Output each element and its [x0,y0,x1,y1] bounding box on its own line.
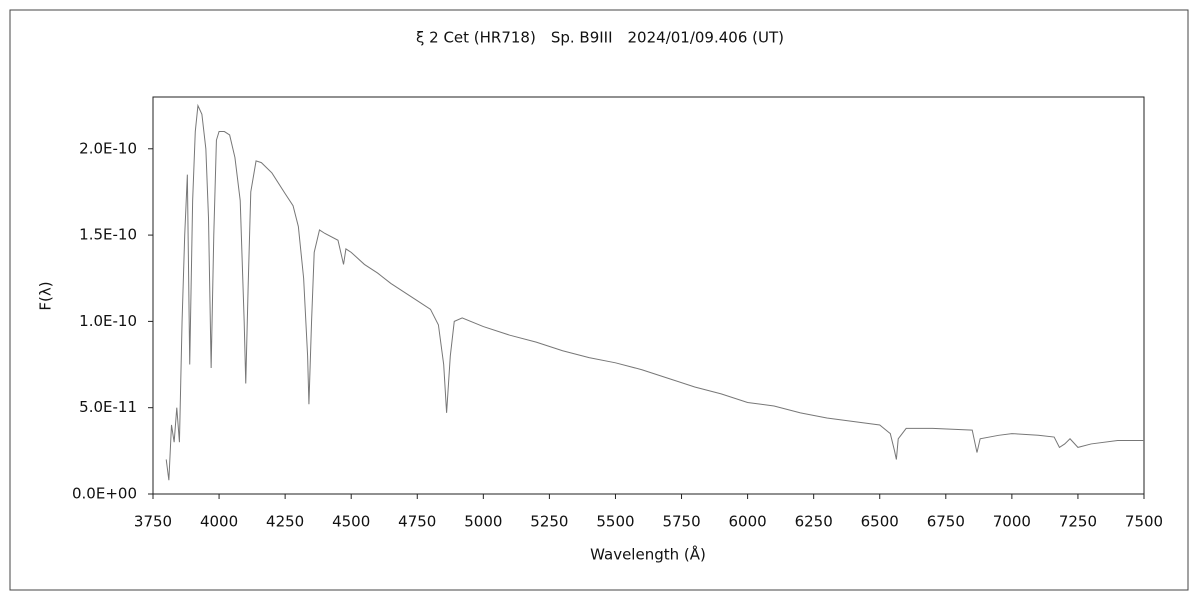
x-tick-label: 4750 [398,513,436,531]
x-tick-label: 7250 [1059,513,1097,531]
plot-frame [152,96,1145,495]
x-tick-label: 5250 [530,513,568,531]
y-tick-label: 1.0E-10 [79,312,137,330]
x-tick-label: 4250 [266,513,304,531]
x-tick-label: 6500 [861,513,899,531]
x-tick-label: 6750 [927,513,965,531]
x-tick-label: 4500 [332,513,370,531]
x-tick-label: 6250 [795,513,833,531]
x-tick-label: 5750 [662,513,700,531]
x-tick-label: 5500 [596,513,634,531]
chart-border [9,9,1189,591]
x-tick-label: 6000 [729,513,767,531]
spectrum-line [165,103,1144,481]
y-tick-label: 5.0E-11 [79,398,137,416]
x-tick-label: 7500 [1125,513,1163,531]
y-tick-label: 2.0E-10 [79,139,137,157]
y-tick-label: 0.0E+00 [72,485,137,503]
x-tick-label: 3750 [134,513,172,531]
x-tick-label: 7000 [993,513,1031,531]
y-tick-label: 1.5E-10 [79,226,137,244]
x-axis-label: Wavelength (Å) [590,545,706,564]
x-tick-label: 5000 [464,513,502,531]
x-tick-label: 4000 [200,513,238,531]
chart-title: ξ 2 Cet (HR718) Sp. B9III 2024/01/09.406… [416,29,784,47]
y-axis-label: F(λ) [37,281,55,310]
